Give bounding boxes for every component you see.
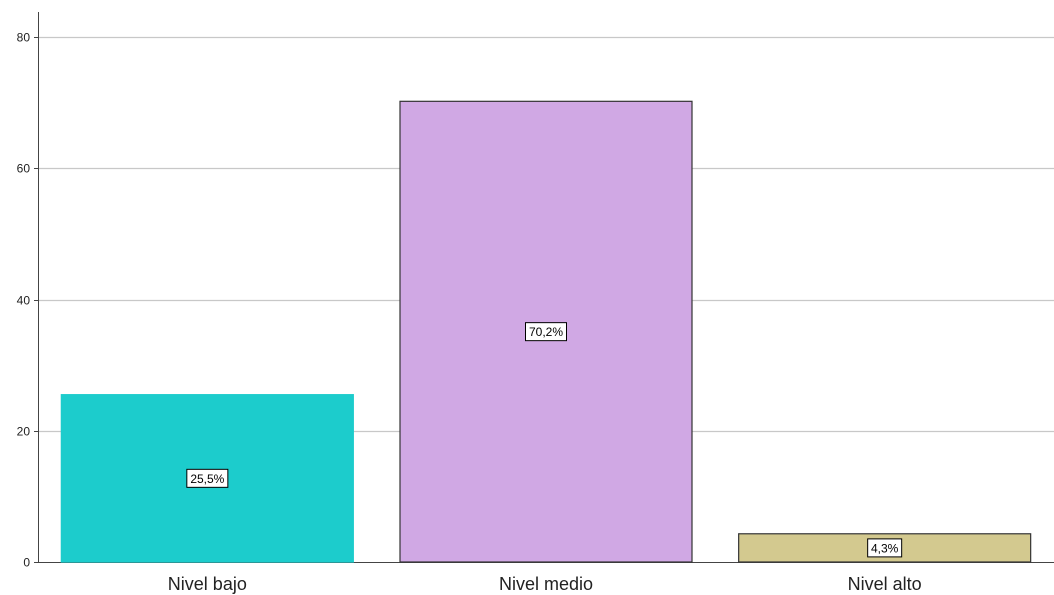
data-label-box bbox=[867, 538, 903, 558]
data-label-box bbox=[186, 468, 229, 488]
x-tick-label: Nivel medio bbox=[499, 574, 593, 594]
y-tick-label: 20 bbox=[17, 425, 31, 439]
y-axis-ticks: 0 20 40 60 80 bbox=[17, 31, 38, 570]
data-label-text: 70,2% bbox=[529, 325, 563, 339]
data-label-text: 25,5% bbox=[190, 472, 224, 486]
data-label: 4,3% bbox=[867, 538, 903, 558]
data-label: 70,2% bbox=[525, 322, 567, 342]
x-tick-label: Nivel alto bbox=[848, 574, 922, 594]
x-tick-label: Nivel bajo bbox=[168, 574, 247, 594]
x-axis-labels: Nivel bajo Nivel medio Nivel alto bbox=[168, 574, 922, 594]
data-label-box bbox=[525, 322, 567, 342]
y-tick-label: 40 bbox=[17, 294, 31, 308]
data-labels: 25,5% 70,2% 4,3% bbox=[186, 322, 903, 558]
y-tick-label: 0 bbox=[23, 556, 30, 570]
data-label-text: 4,3% bbox=[871, 541, 899, 555]
data-label: 25,5% bbox=[186, 468, 229, 488]
y-tick-label: 80 bbox=[17, 31, 31, 45]
y-tick-label: 60 bbox=[17, 162, 31, 176]
